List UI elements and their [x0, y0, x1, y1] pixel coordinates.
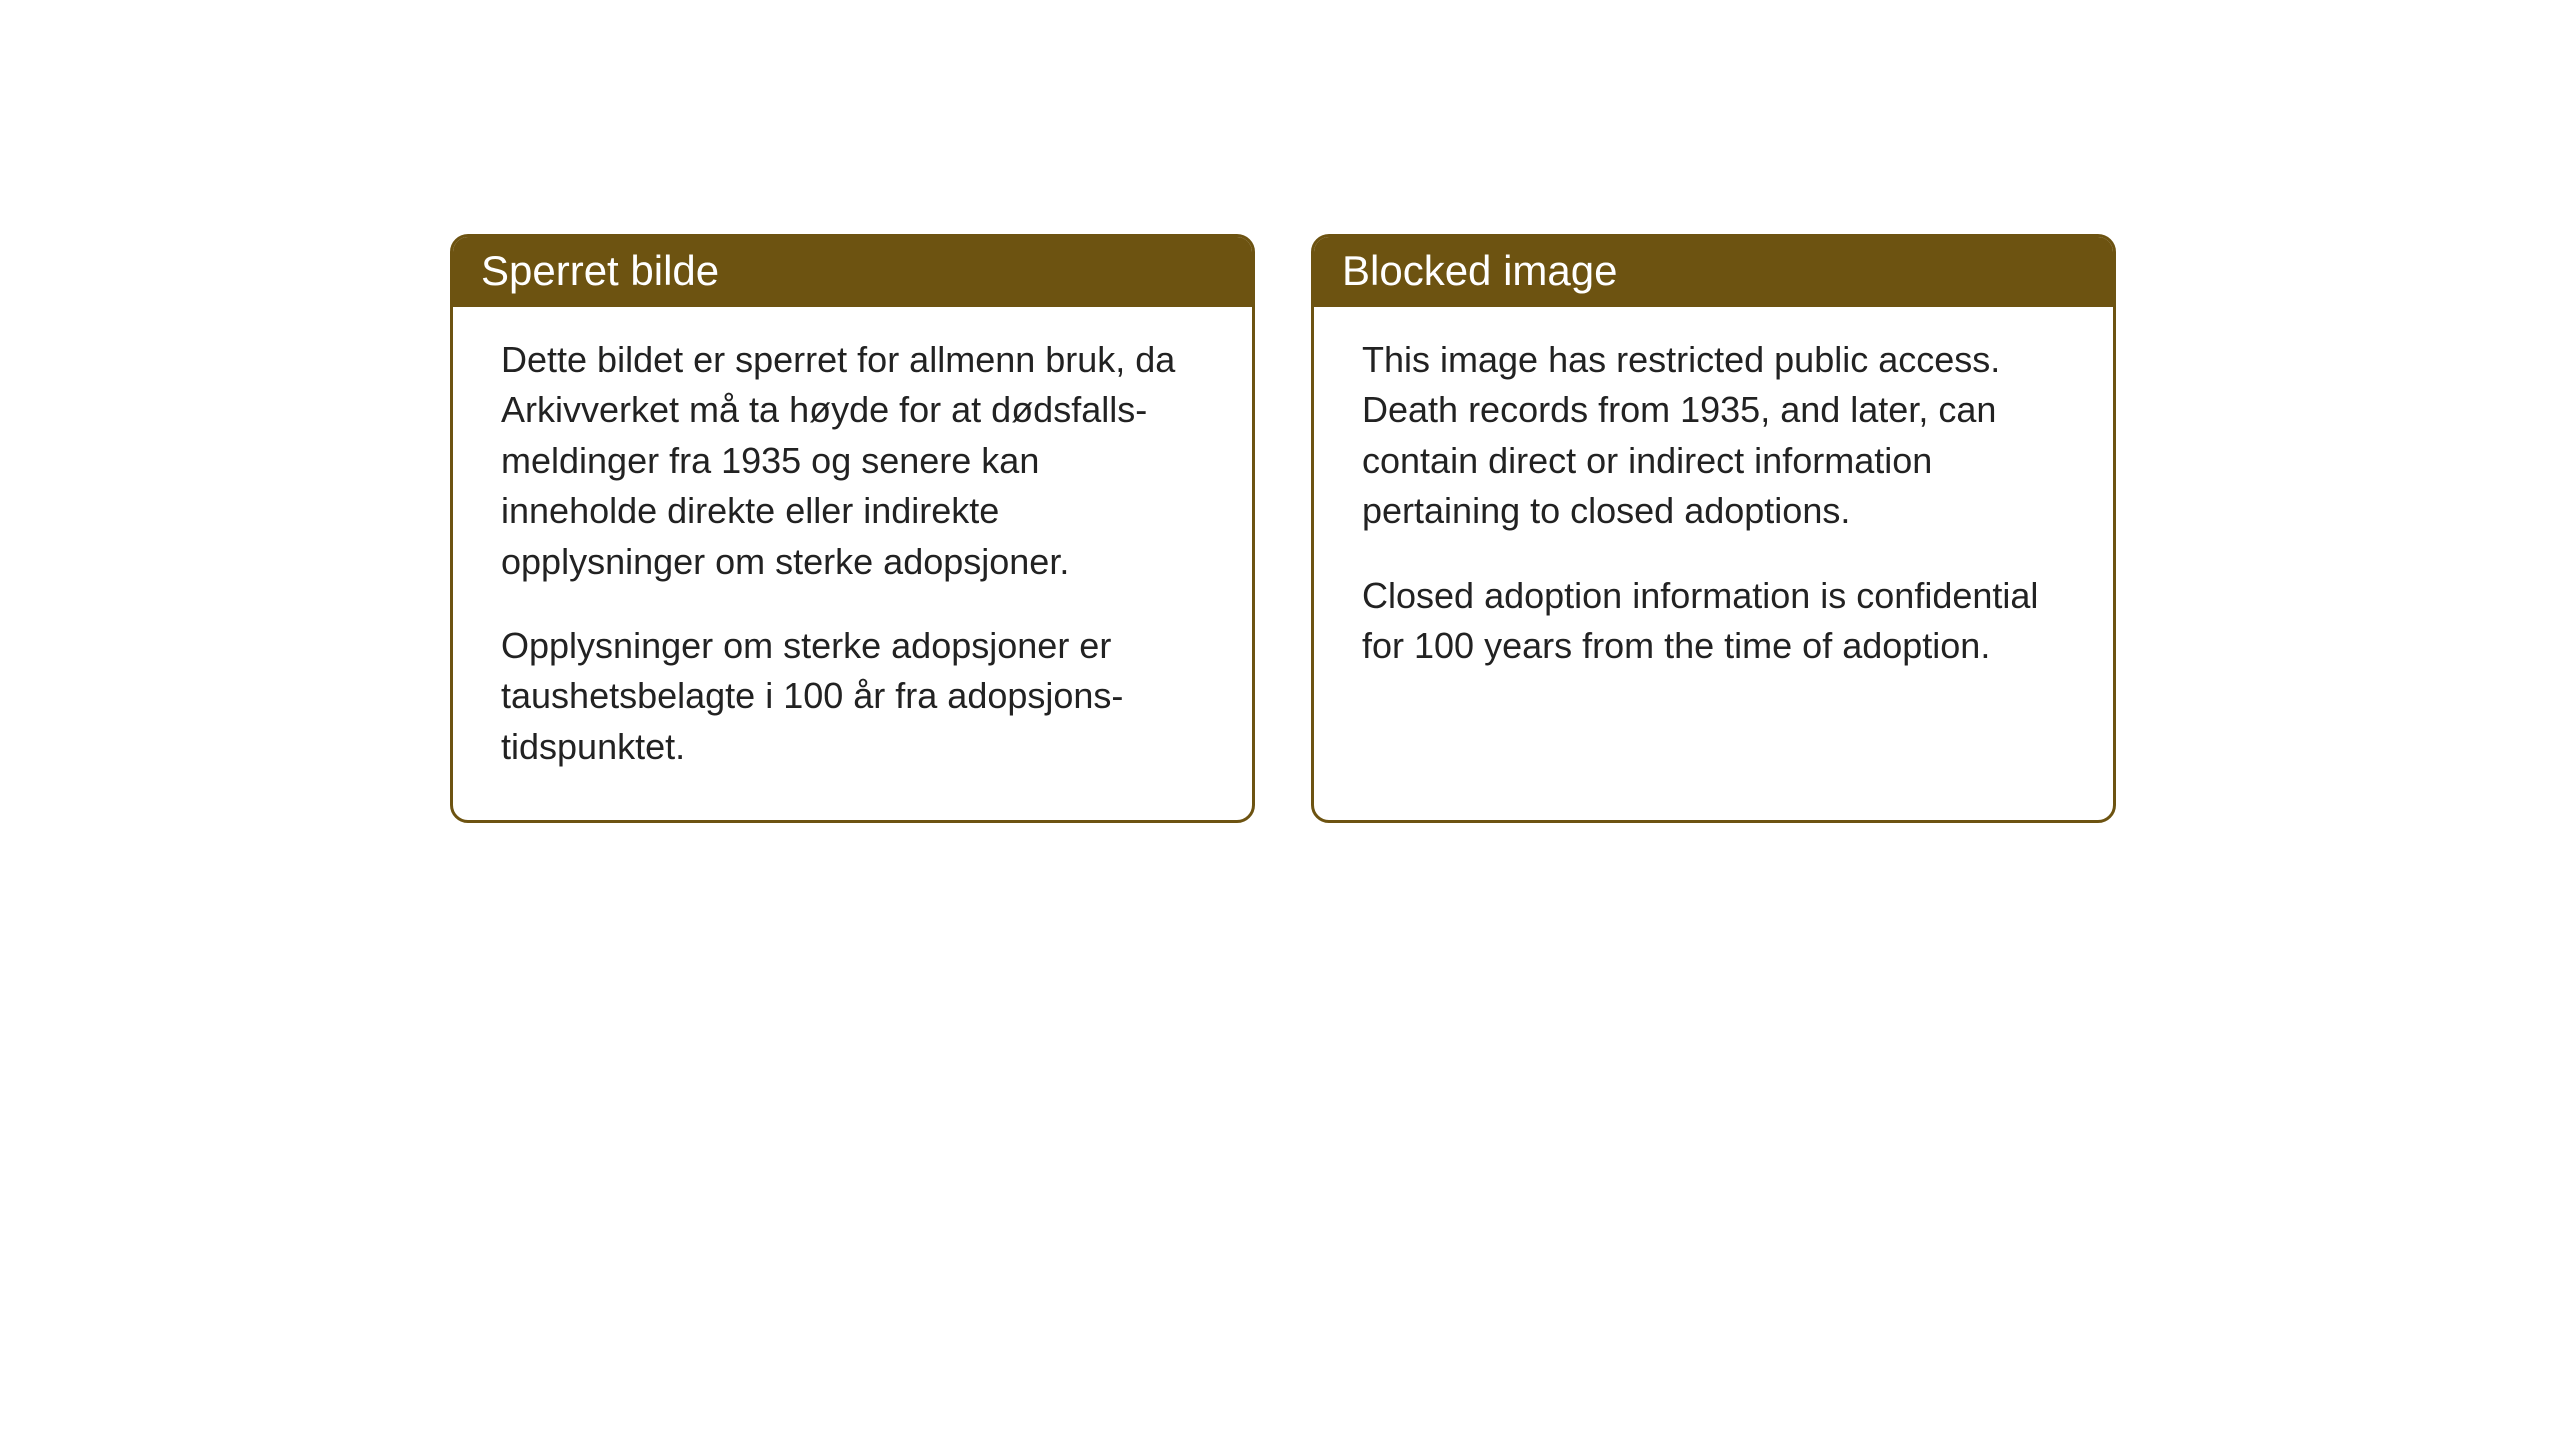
card-paragraph-1-english: This image has restricted public access.… — [1362, 335, 2065, 537]
card-paragraph-1-norwegian: Dette bildet er sperret for allmenn bruk… — [501, 335, 1204, 587]
card-title-norwegian: Sperret bilde — [481, 247, 719, 294]
notice-card-norwegian: Sperret bilde Dette bildet er sperret fo… — [450, 234, 1255, 823]
card-title-english: Blocked image — [1342, 247, 1617, 294]
card-paragraph-2-english: Closed adoption information is confident… — [1362, 571, 2065, 672]
notice-container: Sperret bilde Dette bildet er sperret fo… — [450, 234, 2116, 823]
card-header-english: Blocked image — [1314, 237, 2113, 307]
card-header-norwegian: Sperret bilde — [453, 237, 1252, 307]
card-body-english: This image has restricted public access.… — [1314, 307, 2113, 719]
card-paragraph-2-norwegian: Opplysninger om sterke adopsjoner er tau… — [501, 621, 1204, 772]
notice-card-english: Blocked image This image has restricted … — [1311, 234, 2116, 823]
card-body-norwegian: Dette bildet er sperret for allmenn bruk… — [453, 307, 1252, 820]
